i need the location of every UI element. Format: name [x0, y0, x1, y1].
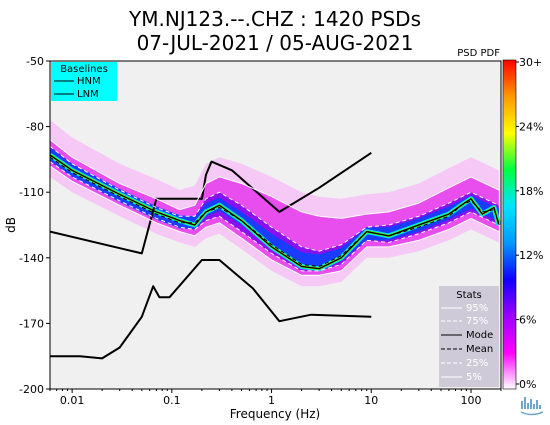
chart-subtitle: 07-JUL-2021 / 05-AUG-2021: [137, 31, 414, 55]
y-tick-label: -80: [26, 121, 44, 134]
y-axis-label: dB: [4, 217, 18, 233]
colorbar-tick-label: 12%: [519, 249, 543, 262]
stats-legend: Stats 95% 75% Mode Mean 25% 5%: [439, 286, 499, 387]
colorbar-ticks: 30+ 24% 18% 12% 6% 0%: [516, 56, 543, 391]
colorbar-tick-label: 6%: [519, 314, 536, 327]
y-tick-label: -200: [19, 383, 44, 396]
series-75pct: [50, 145, 500, 252]
seismogram-logo-icon: [520, 397, 544, 416]
x-tick-label: 10: [364, 394, 378, 407]
colorbar-tick-label: 0%: [519, 378, 536, 391]
y-tick-label: -140: [19, 252, 44, 265]
baselines-legend-lnm-label: LNM: [77, 89, 99, 100]
stats-legend-25-label: 25%: [466, 358, 488, 369]
series-layer: [50, 139, 500, 360]
x-axis: 0.01 0.1 1 10 100: [49, 389, 502, 407]
series-lnm: [50, 259, 372, 360]
x-tick-label: 100: [460, 394, 481, 407]
y-tick-label: -50: [26, 55, 44, 68]
series-5pct: [50, 165, 500, 276]
stats-legend-75-label: 75%: [466, 316, 488, 327]
chart-title: YM.NJ123.--.CHZ : 1420 PSDs: [128, 7, 421, 31]
x-tick-label: 0.01: [60, 394, 85, 407]
y-tick-label: -110: [19, 186, 44, 199]
colorbar-title: PSD PDF: [457, 48, 500, 59]
baselines-legend-title: Baselines: [60, 64, 108, 75]
series-25pct: [50, 161, 500, 272]
baselines-legend-hnm-label: HNM: [77, 76, 101, 87]
stats-legend-95-label: 95%: [466, 303, 488, 314]
colorbar: [502, 59, 517, 390]
colorbar-tick-label: 24%: [519, 120, 543, 133]
series-mode: [50, 154, 500, 270]
x-tick-label: 0.1: [163, 394, 181, 407]
stats-legend-5-label: 5%: [466, 372, 482, 383]
x-tick-label: 1: [268, 394, 275, 407]
colorbar-tick-label: 30+: [519, 56, 542, 69]
series-hnm: [50, 151, 372, 255]
y-tick-label: -170: [19, 317, 44, 330]
stats-legend-mode-label: Mode: [466, 330, 493, 341]
colorbar-tick-label: 18%: [519, 185, 543, 198]
x-axis-label: Frequency (Hz): [230, 407, 321, 421]
series-95pct: [50, 139, 500, 219]
stats-legend-title: Stats: [456, 290, 482, 301]
series-mean: [50, 156, 500, 267]
y-axis: -50 -80 -110 -140 -170 -200: [19, 55, 50, 396]
stats-legend-box: [439, 286, 499, 387]
plot-frame: [49, 60, 502, 390]
stats-legend-mean-label: Mean: [466, 344, 493, 355]
baselines-legend: Baselines HNM LNM: [51, 62, 117, 101]
